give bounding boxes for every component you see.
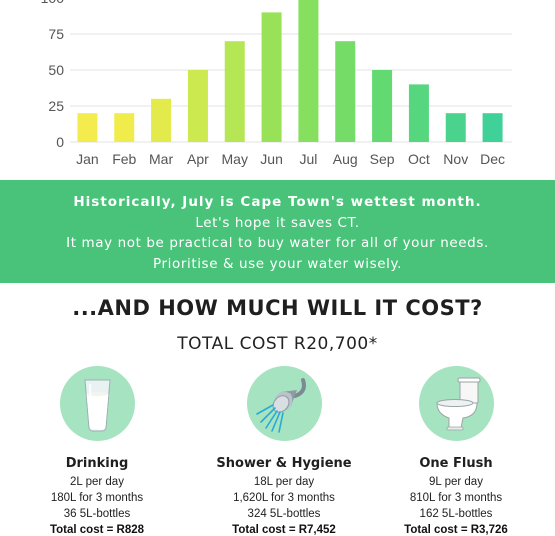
bar-oct xyxy=(408,84,429,142)
x-tick-label: Nov xyxy=(443,151,468,167)
item-per-day: 2L per day xyxy=(70,476,124,488)
item-cost: Total cost = R828 xyxy=(49,524,145,536)
bar-apr xyxy=(187,70,208,142)
x-tick-label: Jul xyxy=(299,151,317,167)
x-tick-label: Aug xyxy=(333,151,358,167)
rainfall-bar-chart: 0 25 50 75 100 Jan Feb Mar Apr May Jun Jul Aug Sep Oct… xyxy=(0,0,555,180)
y-tick-label: 50 xyxy=(48,62,64,78)
item-name: One Flush xyxy=(419,456,493,471)
bar-nov xyxy=(445,113,466,142)
item-bottles: 324 5L-bottles xyxy=(247,508,321,520)
item-name: Drinking xyxy=(65,456,129,471)
chart-svg: 0 25 50 75 100 Jan Feb Mar Apr May Jun Jul Aug Sep Oct… xyxy=(41,0,512,167)
milk-glass-icon xyxy=(59,366,135,441)
x-tick-label: Jan xyxy=(76,151,99,167)
bar-jul xyxy=(298,0,319,142)
item-drinking: Drinking 2L per day 180L for 3 months 36… xyxy=(7,366,187,536)
total-cost: TOTAL COST R20,700* xyxy=(177,334,378,354)
banner-line-4: Prioritise & use your water wisely. xyxy=(152,255,403,272)
y-tick-label: 0 xyxy=(56,134,64,150)
bar-aug xyxy=(335,41,356,143)
item-bottles: 162 5L-bottles xyxy=(419,508,493,520)
x-tick-label: Apr xyxy=(187,151,209,167)
toilet-icon xyxy=(418,366,494,441)
x-tick-label: Dec xyxy=(480,151,505,167)
x-tick-label: Oct xyxy=(408,151,430,167)
x-tick-label: Jun xyxy=(260,151,283,167)
bar-dec xyxy=(482,113,503,142)
y-tick-label: 25 xyxy=(48,98,64,114)
x-tick-label: Sep xyxy=(370,151,395,167)
item-name: Shower & Hygiene xyxy=(216,456,352,471)
item-three-months: 180L for 3 months xyxy=(50,492,144,504)
y-tick-label: 75 xyxy=(48,26,64,42)
item-shower-hygiene: Shower & Hygiene 18L per day 1,620L for … xyxy=(194,366,374,536)
item-per-day: 9L per day xyxy=(429,476,483,488)
banner-line-1: Historically, July is Cape Town's wettes… xyxy=(73,194,482,210)
item-cost: Total cost = R3,726 xyxy=(404,524,508,536)
bar-jan xyxy=(77,113,98,142)
item-cost: Total cost = R7,452 xyxy=(232,524,336,536)
bar-jun xyxy=(261,12,282,143)
banner-line-3: It may not be practical to buy water for… xyxy=(66,235,489,251)
item-three-months: 1,620L for 3 months xyxy=(233,492,335,504)
cost-heading: ...AND HOW MUCH WILL IT COST? xyxy=(72,296,483,320)
banner-line-2: Let's hope it saves CT. xyxy=(195,214,360,231)
info-banner: Historically, July is Cape Town's wettes… xyxy=(0,180,555,283)
item-three-months: 810L for 3 months xyxy=(409,492,503,504)
bar-may xyxy=(224,41,245,143)
y-tick-label: 100 xyxy=(41,0,65,6)
bar-feb xyxy=(114,113,135,142)
x-tick-label: Feb xyxy=(112,151,136,167)
x-tick-label: Mar xyxy=(149,151,173,167)
item-bottles: 36 5L-bottles xyxy=(63,508,131,520)
bar-mar xyxy=(151,98,172,142)
x-tick-label: May xyxy=(222,151,248,167)
bar-sep xyxy=(372,70,393,142)
item-per-day: 18L per day xyxy=(253,476,315,488)
shower-head-icon xyxy=(246,366,322,441)
item-one-flush: One Flush 9L per day 810L for 3 months 1… xyxy=(366,366,546,536)
